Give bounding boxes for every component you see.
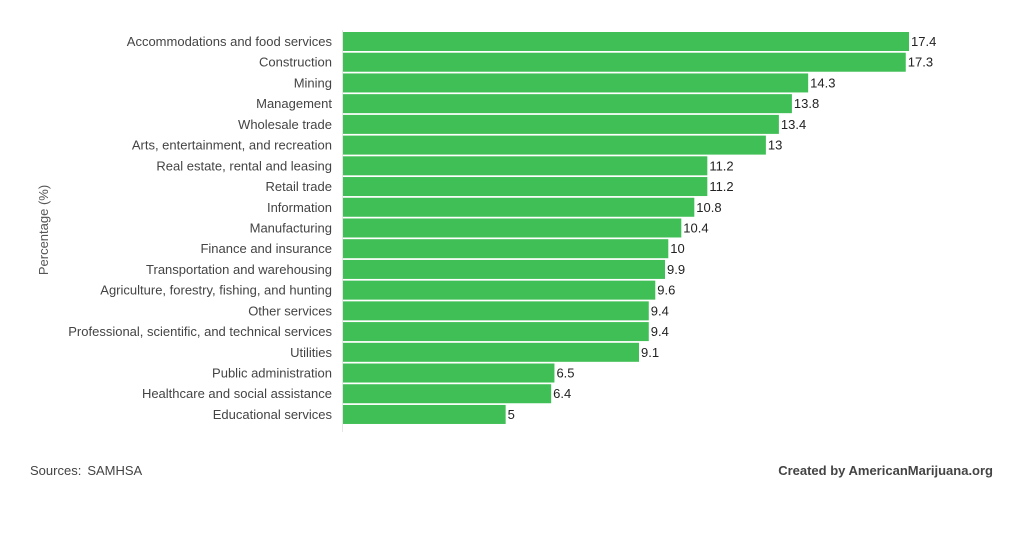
bar <box>343 177 708 197</box>
value-label: 17.3 <box>908 55 933 70</box>
bar <box>343 404 506 424</box>
value-label: 9.6 <box>657 283 675 298</box>
category-label: Mining <box>294 75 332 90</box>
category-label: Healthcare and social assistance <box>142 386 332 401</box>
value-label: 5 <box>508 407 515 422</box>
value-label: 17.4 <box>911 34 936 49</box>
category-label: Arts, entertainment, and recreation <box>132 138 332 153</box>
bar <box>343 114 779 134</box>
bar <box>343 197 695 217</box>
bar <box>343 342 640 362</box>
value-label: 10.8 <box>696 200 721 215</box>
bar <box>343 32 909 51</box>
value-label: 11.2 <box>709 179 733 194</box>
category-label: Wholesale trade <box>238 117 332 132</box>
category-label: Manufacturing <box>250 220 332 235</box>
category-label: Professional, scientific, and technical … <box>68 324 332 339</box>
value-label: 10 <box>670 241 684 256</box>
sources-label: Sources: <box>30 463 82 478</box>
value-label: 6.5 <box>556 366 574 381</box>
bar <box>343 218 682 238</box>
category-label: Utilities <box>290 345 332 360</box>
category-label: Construction <box>259 55 332 70</box>
value-label: 9.9 <box>667 262 685 277</box>
bar <box>343 156 708 176</box>
value-label: 13.4 <box>781 117 806 132</box>
category-label: Finance and insurance <box>200 241 332 256</box>
category-label: Public administration <box>212 366 332 381</box>
bar <box>343 301 649 321</box>
value-label: 10.4 <box>683 220 708 235</box>
bar <box>343 73 809 93</box>
value-label: 6.4 <box>553 386 571 401</box>
bar <box>343 363 555 383</box>
category-label: Retail trade <box>266 179 332 194</box>
bar <box>343 322 649 342</box>
category-label: Educational services <box>213 407 333 422</box>
y-axis-title: Percentage (%) <box>36 185 51 275</box>
bar <box>343 259 666 279</box>
bar <box>343 94 792 114</box>
value-label: 9.4 <box>651 303 669 318</box>
bar <box>343 135 766 155</box>
value-label: 9.4 <box>651 324 669 339</box>
value-label: 9.1 <box>641 345 659 360</box>
value-label: 14.3 <box>810 75 835 90</box>
value-label: 13.8 <box>794 96 819 111</box>
sources-value: SAMHSA <box>87 463 143 478</box>
category-label: Information <box>267 200 332 215</box>
category-label: Accommodations and food services <box>127 34 333 49</box>
bar <box>343 239 669 259</box>
category-label: Management <box>256 96 332 111</box>
category-label: Transportation and warehousing <box>146 262 332 277</box>
credit-text: Created by AmericanMarijuana.org <box>778 463 993 478</box>
category-label: Other services <box>248 303 332 318</box>
value-label: 11.2 <box>709 158 733 173</box>
category-label: Agriculture, forestry, fishing, and hunt… <box>100 283 332 298</box>
sources-note: Sources: SAMHSA <box>30 463 142 478</box>
value-label: 13 <box>768 138 782 153</box>
bar <box>343 52 906 72</box>
category-label: Real estate, rental and leasing <box>156 158 332 173</box>
bar <box>343 280 656 300</box>
bar <box>343 384 552 404</box>
